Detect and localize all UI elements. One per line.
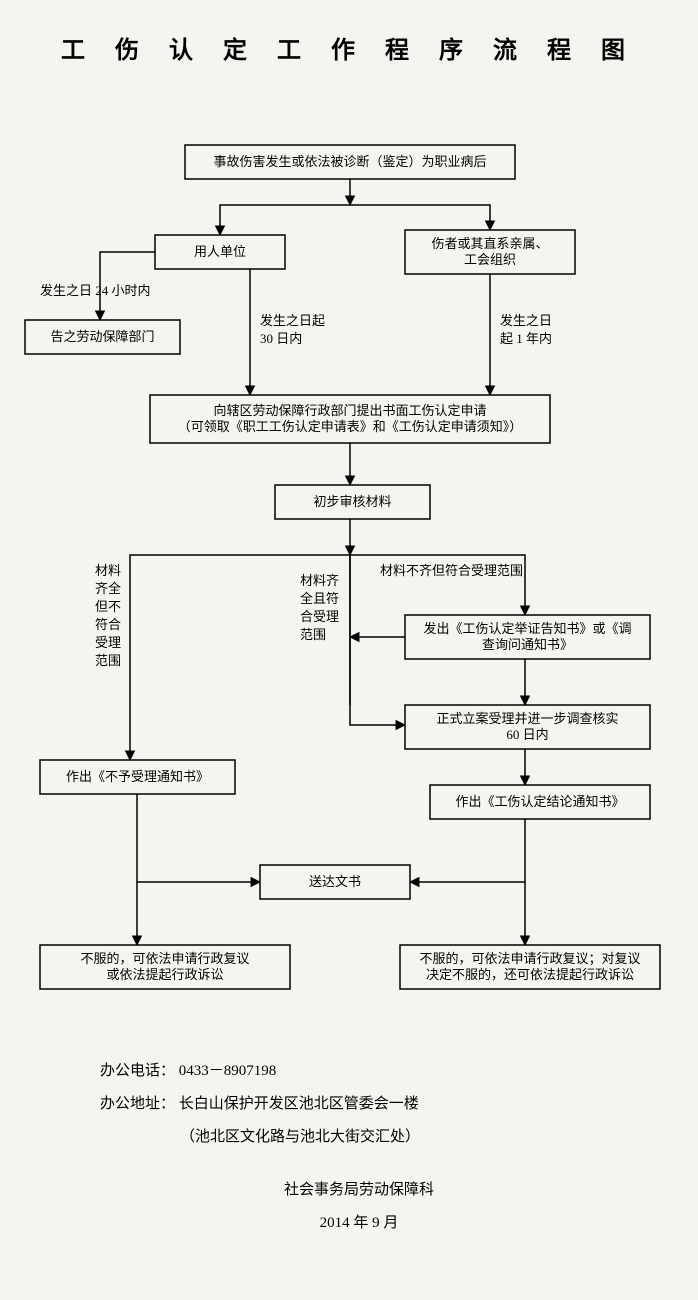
flow-node-text: 事故伤害发生或依法被诊断（鉴定）为职业病后	[213, 154, 486, 169]
flow-node-text: 或依法提起行政诉讼	[106, 967, 223, 982]
footer: 办公电话： 0433－8907198 办公地址： 长白山保护开发区池北区管委会一…	[0, 1025, 698, 1280]
flowchart: 事故伤害发生或依法被诊断（鉴定）为职业病后用人单位 伤者或其直系亲属、工会组织告之…	[0, 65, 698, 1025]
flow-edge-label: 但不	[95, 599, 121, 614]
page-title: 工 伤 认 定 工 作 程 序 流 程 图	[0, 0, 698, 65]
flow-node-text: 60 日内	[506, 727, 548, 742]
flow-node-text: 作出《工伤认定结论通知书》	[455, 794, 624, 809]
flow-edge	[410, 819, 525, 882]
flow-edge-label: 受理	[95, 635, 121, 650]
flow-node-text: 工会组织	[464, 252, 516, 267]
footer-addr1: 办公地址： 长白山保护开发区池北区管委会一楼	[100, 1088, 618, 1121]
flow-edge-label: 全且符	[300, 591, 339, 606]
phone-value: 0433－8907198	[179, 1063, 277, 1079]
flow-edge-label: 符合	[95, 617, 121, 632]
footer-phone: 办公电话： 0433－8907198	[100, 1055, 618, 1088]
footer-date: 2014 年 9 月	[100, 1207, 618, 1240]
flow-node-text: 决定不服的，还可依法提起行政诉讼	[426, 967, 634, 982]
flow-edge-label: 范围	[95, 653, 121, 668]
flow-node-text: （可领取《职工工伤认定申请表》和《工伤认定申请须知》）	[178, 419, 523, 434]
flow-edge	[220, 205, 350, 235]
flow-edge-label: 发生之日	[500, 313, 552, 328]
flow-edge-label: 发生之日 24 小时内	[40, 283, 151, 298]
flow-edge	[350, 205, 490, 230]
flow-edge-label: 发生之日起	[260, 313, 325, 328]
flow-edge	[350, 555, 405, 725]
flow-node-text: 查询问通知书》	[482, 637, 573, 652]
flow-edge-label: 齐全	[95, 581, 121, 596]
flow-edge-label: 材料不齐但符合受理范围	[380, 563, 523, 578]
footer-dept: 社会事务局劳动保障科	[100, 1174, 618, 1207]
flow-edge-label: 材料齐	[300, 573, 339, 588]
flow-node-text: 作出《不予受理通知书》	[66, 769, 209, 784]
flow-edge-label: 材料	[95, 563, 121, 578]
flow-node-text: 不服的，可依法申请行政复议；对复议	[419, 951, 640, 967]
flow-node-text: 初步审核材料	[313, 494, 391, 509]
flow-node-text: 用人单位	[194, 244, 246, 259]
flow-node-text: 伤者或其直系亲属、	[431, 236, 548, 251]
flow-node-text: 向辖区劳动保障行政部门提出书面工伤认定申请	[213, 403, 486, 418]
phone-label: 办公电话：	[100, 1063, 175, 1079]
addr1-value: 长白山保护开发区池北区管委会一楼	[179, 1096, 419, 1112]
flow-node-text: 不服的，可依法申请行政复议	[80, 951, 249, 966]
flow-node-text: 告之劳动保障部门	[50, 329, 154, 344]
flow-edge	[137, 794, 260, 882]
flow-edge-label: 起 1 年内	[500, 331, 552, 346]
footer-addr2: （池北区文化路与池北大街交汇处）	[100, 1121, 618, 1154]
flow-node-text: 正式立案受理并进一步调查核实	[436, 711, 618, 726]
flow-node-text: 送达文书	[309, 874, 361, 889]
flow-edge-label: 范围	[300, 627, 326, 642]
flow-edge-label: 合受理	[300, 609, 339, 624]
addr-label: 办公地址：	[100, 1096, 175, 1112]
flow-edge-label: 30 日内	[260, 331, 302, 346]
flow-node-text: 发出《工伤认定举证告知书》或《调	[423, 621, 631, 636]
